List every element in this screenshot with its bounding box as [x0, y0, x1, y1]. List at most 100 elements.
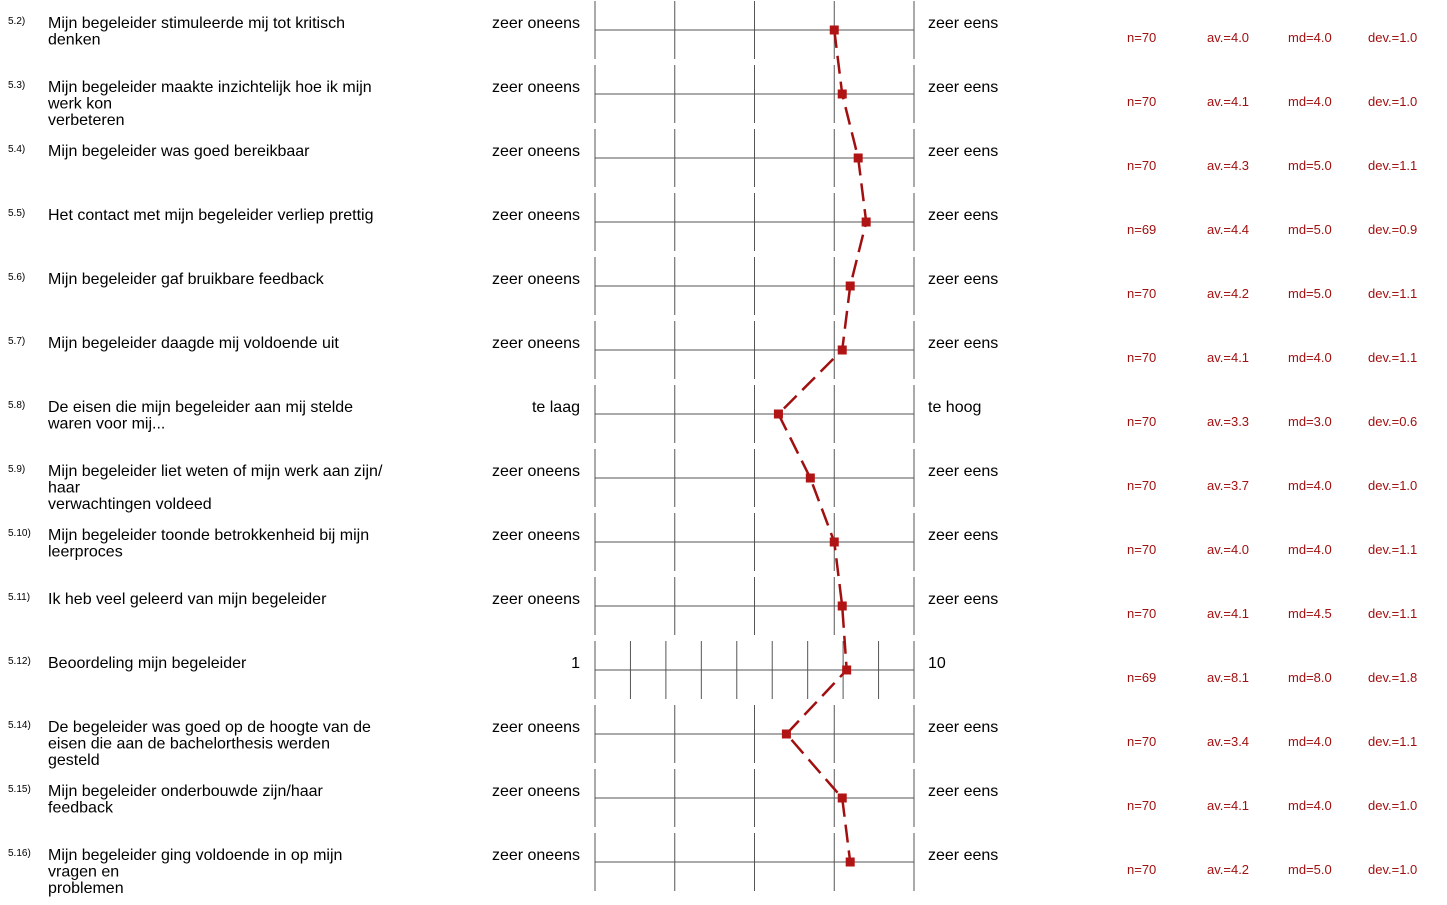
- mean-marker: [837, 89, 847, 99]
- stat-n: n=70: [1127, 30, 1156, 45]
- question-number: 5.9): [8, 464, 25, 475]
- stat-deviation: dev.=1.0: [1368, 798, 1417, 813]
- question-text: Mijn begeleider gaf bruikbare feedback: [48, 271, 325, 288]
- stat-median: md=8.0: [1288, 670, 1332, 685]
- question-row: 5.6) Mijn begeleider gaf bruikbare feedba…: [8, 257, 1417, 315]
- stat-average: av.=4.0: [1207, 542, 1249, 557]
- stat-deviation: dev.=1.0: [1368, 94, 1417, 109]
- right-pole-label: zeer eens: [928, 335, 998, 352]
- stat-n: n=70: [1127, 798, 1156, 813]
- question-row: 5.3) Mijn begeleider maakte inzichtelijk …: [8, 65, 1417, 129]
- left-pole-label: zeer oneens: [492, 719, 580, 736]
- stat-deviation: dev.=1.1: [1368, 606, 1417, 621]
- stat-median: md=5.0: [1288, 222, 1332, 237]
- question-row: 5.14) De begeleider was goed op de hoogte…: [8, 705, 1417, 769]
- mean-marker: [842, 665, 852, 675]
- left-pole-label: zeer oneens: [492, 79, 580, 96]
- stat-average: av.=4.1: [1207, 798, 1249, 813]
- question-text: Mijn begeleider daagde mij voldoende uit: [48, 335, 339, 352]
- question-text: leerproces: [48, 544, 123, 561]
- left-pole-label: zeer oneens: [492, 271, 580, 288]
- stat-median: md=4.5: [1288, 606, 1332, 621]
- question-text: verwachtingen voldeed: [48, 496, 212, 513]
- question-text: gesteld: [48, 752, 100, 769]
- stat-n: n=70: [1127, 862, 1156, 877]
- stat-median: md=5.0: [1288, 286, 1332, 301]
- stat-deviation: dev.=1.8: [1368, 670, 1417, 685]
- left-pole-label: zeer oneens: [492, 335, 580, 352]
- question-number: 5.10): [8, 528, 31, 539]
- stat-n: n=70: [1127, 94, 1156, 109]
- question-number: 5.5): [8, 208, 25, 219]
- mean-marker: [773, 409, 783, 419]
- right-pole-label: 10: [928, 655, 946, 672]
- stat-n: n=70: [1127, 158, 1156, 173]
- stat-average: av.=4.1: [1207, 606, 1249, 621]
- stat-average: av.=3.4: [1207, 734, 1249, 749]
- mean-marker: [845, 857, 855, 867]
- question-number: 5.4): [8, 144, 25, 155]
- right-pole-label: zeer eens: [928, 591, 998, 608]
- question-text: verbeteren: [48, 112, 125, 129]
- stat-n: n=70: [1127, 414, 1156, 429]
- question-number: 5.3): [8, 80, 25, 91]
- question-row: 5.7) Mijn begeleider daagde mij voldoende…: [8, 321, 1417, 379]
- stat-deviation: dev.=1.0: [1368, 862, 1417, 877]
- stat-average: av.=4.1: [1207, 350, 1249, 365]
- right-pole-label: zeer eens: [928, 719, 998, 736]
- left-pole-label: 1: [571, 655, 580, 672]
- stat-average: av.=4.1: [1207, 94, 1249, 109]
- left-pole-label: te laag: [532, 399, 580, 416]
- stat-median: md=4.0: [1288, 734, 1332, 749]
- question-text: eisen die aan de bachelorthesis werden: [48, 736, 330, 753]
- question-row: 5.8) De eisen die mijn begeleider aan mij…: [8, 385, 1417, 443]
- right-pole-label: zeer eens: [928, 783, 998, 800]
- stat-median: md=4.0: [1288, 542, 1332, 557]
- question-text: Mijn begeleider was goed bereikbaar: [48, 143, 310, 160]
- right-pole-label: zeer eens: [928, 463, 998, 480]
- stat-median: md=4.0: [1288, 350, 1332, 365]
- stat-deviation: dev.=0.9: [1368, 222, 1417, 237]
- mean-marker: [829, 537, 839, 547]
- question-number: 5.16): [8, 848, 31, 859]
- stat-deviation: dev.=1.1: [1368, 158, 1417, 173]
- mean-marker: [845, 281, 855, 291]
- stat-average: av.=4.3: [1207, 158, 1249, 173]
- question-text: Het contact met mijn begeleider verliep …: [48, 207, 374, 224]
- stat-deviation: dev.=1.0: [1368, 478, 1417, 493]
- left-pole-label: zeer oneens: [492, 783, 580, 800]
- question-row: 5.9) Mijn begeleider liet weten of mijn w…: [8, 449, 1417, 513]
- stat-median: md=4.0: [1288, 94, 1332, 109]
- stat-median: md=5.0: [1288, 862, 1332, 877]
- question-text: De begeleider was goed op de hoogte van …: [48, 719, 371, 736]
- stat-deviation: dev.=1.1: [1368, 350, 1417, 365]
- right-pole-label: te hoog: [928, 399, 981, 416]
- stat-n: n=69: [1127, 670, 1156, 685]
- right-pole-label: zeer eens: [928, 527, 998, 544]
- question-number: 5.15): [8, 784, 31, 795]
- right-pole-label: zeer eens: [928, 271, 998, 288]
- question-text: vragen en: [48, 864, 119, 881]
- stat-average: av.=4.2: [1207, 286, 1249, 301]
- question-text: waren voor mij...: [47, 416, 165, 433]
- question-text: werk kon: [47, 96, 112, 113]
- question-row: 5.15) Mijn begeleider onderbouwde zijn/ha…: [8, 769, 1417, 827]
- question-number: 5.11): [8, 592, 30, 603]
- stat-average: av.=4.2: [1207, 862, 1249, 877]
- question-row: 5.12) Beoordeling mijn begeleider 1 10 n=69 a…: [8, 641, 1417, 699]
- stat-median: md=4.0: [1288, 30, 1332, 45]
- left-pole-label: zeer oneens: [492, 463, 580, 480]
- stat-average: av.=3.7: [1207, 478, 1249, 493]
- question-text: Beoordeling mijn begeleider: [48, 655, 247, 672]
- mean-marker: [853, 153, 863, 163]
- question-text: Mijn begeleider ging voldoende in op mij…: [48, 847, 342, 864]
- question-row: 5.4) Mijn begeleider was goed bereikbaar z…: [8, 129, 1417, 187]
- stat-deviation: dev.=1.1: [1368, 286, 1417, 301]
- stat-average: av.=8.1: [1207, 670, 1249, 685]
- question-number: 5.6): [8, 272, 25, 283]
- stat-n: n=70: [1127, 350, 1156, 365]
- question-text: De eisen die mijn begeleider aan mij ste…: [48, 399, 353, 416]
- question-text: Ik heb veel geleerd van mijn begeleider: [48, 591, 327, 608]
- left-pole-label: zeer oneens: [492, 591, 580, 608]
